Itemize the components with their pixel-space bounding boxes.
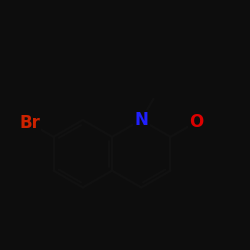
Text: O: O (189, 113, 203, 131)
Text: N: N (134, 111, 148, 129)
Text: Br: Br (19, 114, 40, 132)
